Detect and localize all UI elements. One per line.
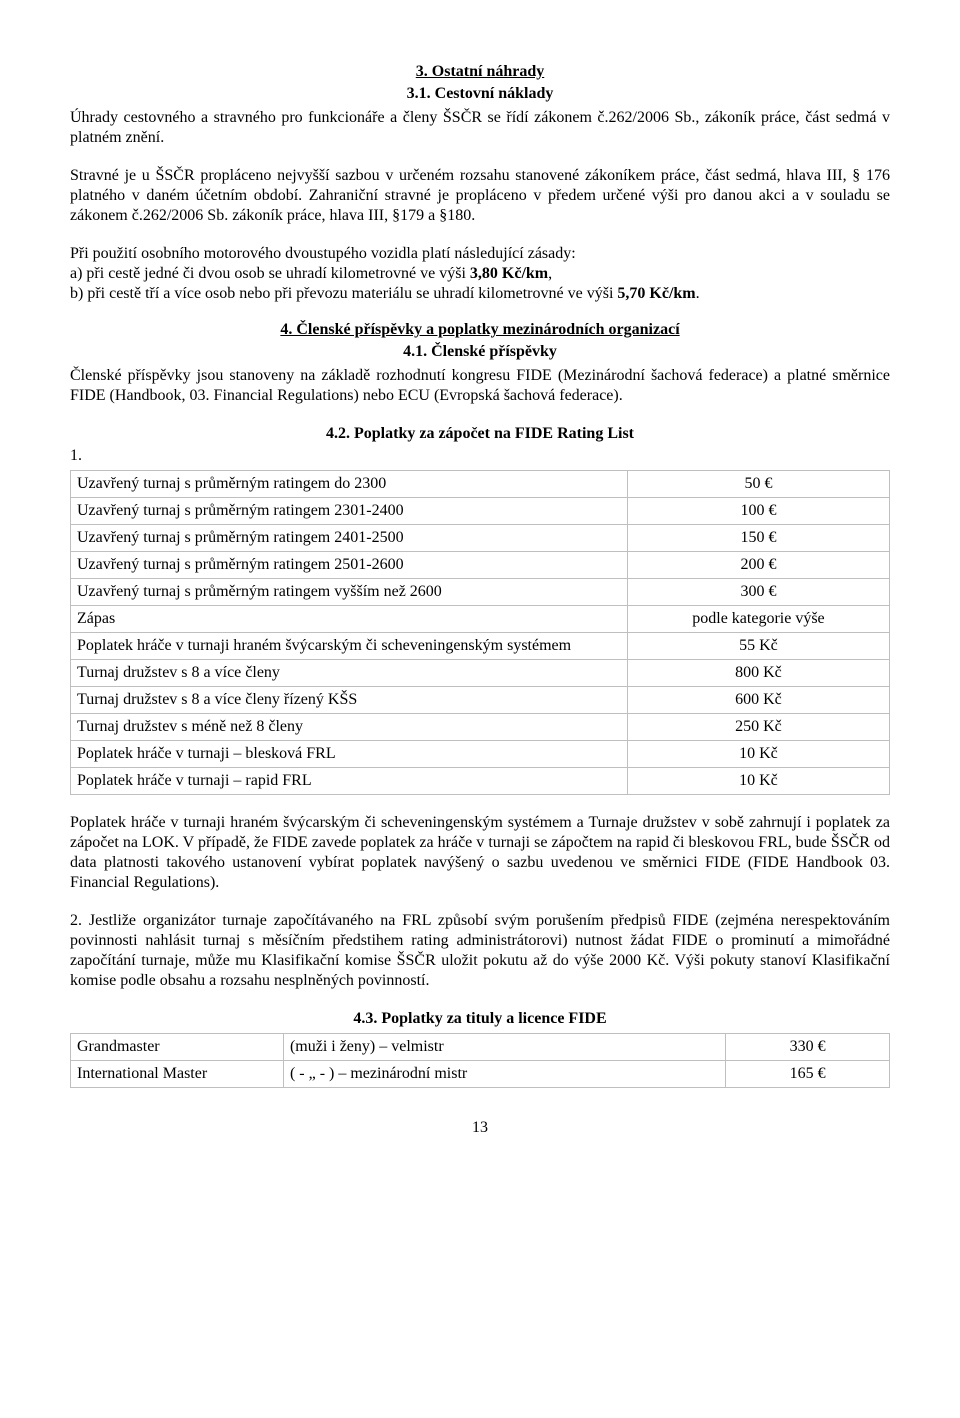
heading-3: 3. Ostatní náhrady [70, 62, 890, 82]
list-marker-1: 1. [70, 446, 890, 466]
fee-value: 800 Kč [627, 660, 889, 687]
fee-label: Turnaj družstev s 8 a více členy řízený … [71, 687, 628, 714]
title-fee: 330 € [726, 1034, 890, 1061]
table-row: Uzavřený turnaj s průměrným ratingem vyš… [71, 579, 890, 606]
para-3-1b-text: Stravné je u ŠSČR propláceno nejvyšší sa… [70, 167, 890, 224]
fee-label: Uzavřený turnaj s průměrným ratingem 240… [71, 525, 628, 552]
table-4-3-titles: Grandmaster (muži i ženy) – velmistr 330… [70, 1033, 890, 1088]
title-name: International Master [71, 1061, 284, 1088]
fee-value: 250 Kč [627, 714, 889, 741]
para-4-1: Členské příspěvky jsou stanoveny na zákl… [70, 366, 890, 406]
rule-a-pre: a) při cestě jedné či dvou osob se uhrad… [70, 265, 470, 282]
heading-4-1: 4.1. Členské příspěvky [70, 342, 890, 362]
para-3-1-travel: Úhrady cestovného a stravného pro funkci… [70, 108, 890, 148]
heading-4: 4. Členské příspěvky a poplatky mezináro… [70, 320, 890, 340]
rule-a-rate: 3,80 Kč/km [470, 265, 548, 282]
table-row: Turnaj družstev s 8 a více členy800 Kč [71, 660, 890, 687]
table-row: Poplatek hráče v turnaji hraném švýcarsk… [71, 633, 890, 660]
heading-3-1: 3.1. Cestovní náklady [70, 84, 890, 104]
para-4-2-penalty-text: 2. Jestliže organizátor turnaje započítá… [70, 912, 890, 989]
title-fee: 165 € [726, 1061, 890, 1088]
para-3-1-vehicle-rules: Při použití osobního motorového dvoustup… [70, 244, 890, 304]
fee-label: Uzavřený turnaj s průměrným ratingem do … [71, 471, 628, 498]
fee-value: 600 Kč [627, 687, 889, 714]
rule-b-rate: 5,70 Kč/km [617, 285, 695, 302]
fee-value: 300 € [627, 579, 889, 606]
fee-value: 150 € [627, 525, 889, 552]
fee-value: 200 € [627, 552, 889, 579]
fee-label: Uzavřený turnaj s průměrným ratingem vyš… [71, 579, 628, 606]
fee-label: Uzavřený turnaj s průměrným ratingem 230… [71, 498, 628, 525]
rule-b-pre: b) při cestě tří a více osob nebo při př… [70, 285, 617, 302]
para-4-2-note-text: Poplatek hráče v turnaji hraném švýcarsk… [70, 814, 890, 891]
title-desc: (muži i ženy) – velmistr [283, 1034, 725, 1061]
fee-label: Poplatek hráče v turnaji – rapid FRL [71, 768, 628, 795]
para-4-2-note: Poplatek hráče v turnaji hraném švýcarsk… [70, 813, 890, 893]
rule-b-post: . [696, 285, 700, 302]
title-desc: ( - „ - ) – mezinárodní mistr [283, 1061, 725, 1088]
table-row: Uzavřený turnaj s průměrným ratingem do … [71, 471, 890, 498]
fee-label: Uzavřený turnaj s průměrným ratingem 250… [71, 552, 628, 579]
table-row: Grandmaster (muži i ženy) – velmistr 330… [71, 1034, 890, 1061]
table-4-2-fees: Uzavřený turnaj s průměrným ratingem do … [70, 470, 890, 795]
table-row: Poplatek hráče v turnaji – blesková FRL1… [71, 741, 890, 768]
title-name: Grandmaster [71, 1034, 284, 1061]
fee-value: 10 Kč [627, 768, 889, 795]
fee-label: Turnaj družstev s méně než 8 členy [71, 714, 628, 741]
fee-label: Zápas [71, 606, 628, 633]
fee-value: podle kategorie výše [627, 606, 889, 633]
fee-label: Poplatek hráče v turnaji – blesková FRL [71, 741, 628, 768]
para-3-1-meals: Stravné je u ŠSČR propláceno nejvyšší sa… [70, 166, 890, 226]
table-row: Turnaj družstev s 8 a více členy řízený … [71, 687, 890, 714]
rule-a-post: , [548, 265, 552, 282]
para-4-1-text: Členské příspěvky jsou stanoveny na zákl… [70, 367, 890, 404]
table-row: Turnaj družstev s méně než 8 členy250 Kč [71, 714, 890, 741]
table-row: Uzavřený turnaj s průměrným ratingem 250… [71, 552, 890, 579]
fee-label: Poplatek hráče v turnaji hraném švýcarsk… [71, 633, 628, 660]
fee-value: 10 Kč [627, 741, 889, 768]
table-row: Uzavřený turnaj s průměrným ratingem 230… [71, 498, 890, 525]
table-row: Zápaspodle kategorie výše [71, 606, 890, 633]
para-4-2-penalty: 2. Jestliže organizátor turnaje započítá… [70, 911, 890, 991]
heading-4-2: 4.2. Poplatky za zápočet na FIDE Rating … [70, 424, 890, 444]
fee-value: 50 € [627, 471, 889, 498]
para-3-1c-text: Při použití osobního motorového dvoustup… [70, 245, 576, 262]
fee-value: 55 Kč [627, 633, 889, 660]
fee-label: Turnaj družstev s 8 a více členy [71, 660, 628, 687]
table-row: Poplatek hráče v turnaji – rapid FRL10 K… [71, 768, 890, 795]
heading-4-3: 4.3. Poplatky za tituly a licence FIDE [70, 1009, 890, 1029]
fee-value: 100 € [627, 498, 889, 525]
page-number: 13 [70, 1118, 890, 1138]
table-row: International Master ( - „ - ) – mezinár… [71, 1061, 890, 1088]
para-3-1a-text: Úhrady cestovného a stravného pro funkci… [70, 109, 890, 146]
table-row: Uzavřený turnaj s průměrným ratingem 240… [71, 525, 890, 552]
